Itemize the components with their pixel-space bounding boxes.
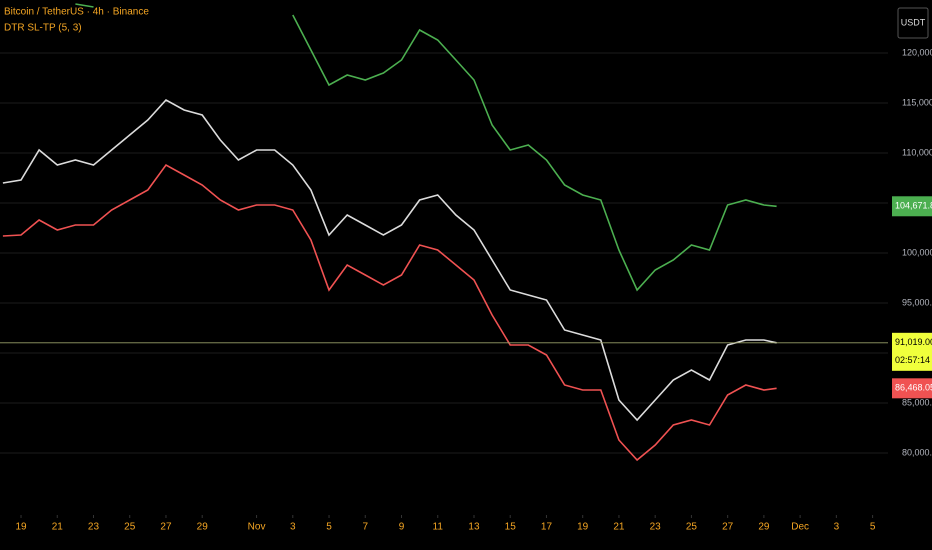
- x-tick-label: 29: [197, 522, 209, 533]
- price-label-box: [892, 332, 932, 371]
- x-tick-label: 13: [468, 522, 480, 533]
- x-tick-label: 11: [433, 522, 444, 533]
- chart-title: Bitcoin / TetherUS · 4h · Binance: [4, 7, 149, 18]
- y-tick-label: 80,000.00: [902, 447, 932, 457]
- x-tick-label: Nov: [248, 522, 266, 533]
- x-tick-label: 25: [124, 522, 136, 533]
- x-tick-label: 9: [399, 522, 405, 533]
- currency-label[interactable]: USDT: [901, 17, 926, 27]
- countdown: 02:57:14: [895, 355, 930, 365]
- x-tick-label: 17: [541, 522, 553, 533]
- price-label: 91,019.00: [895, 337, 932, 347]
- indicator-name: DTR SL-TP (5, 3): [4, 23, 82, 34]
- price-label-box: [892, 378, 932, 399]
- x-tick-label: 21: [613, 522, 625, 533]
- y-tick-label: 95,000.00: [902, 297, 932, 307]
- x-tick-label: 19: [15, 522, 27, 533]
- x-tick-label: 19: [577, 522, 589, 533]
- series-line: [292, 14, 777, 292]
- x-tick-label: 29: [758, 522, 770, 533]
- x-tick-label: 23: [650, 522, 662, 533]
- y-tick-label: 115,000.00: [902, 97, 932, 107]
- x-tick-label: 5: [326, 522, 332, 533]
- x-tick-label: 25: [686, 522, 698, 533]
- price-label: 104,671.85: [895, 201, 932, 211]
- series-line: [2, 163, 777, 462]
- x-tick-label: 23: [88, 522, 100, 533]
- x-tick-label: 3: [290, 522, 296, 533]
- x-tick-label: Dec: [791, 522, 809, 533]
- x-tick-label: 3: [834, 522, 840, 533]
- x-tick-label: 27: [160, 522, 172, 533]
- price-label: 86,468.05: [895, 383, 932, 393]
- series-line: [75, 3, 94, 8]
- x-tick-label: 27: [722, 522, 734, 533]
- y-tick-label: 120,000.00: [902, 47, 932, 57]
- x-tick-label: 7: [362, 522, 368, 533]
- currency-button[interactable]: [897, 7, 929, 39]
- x-tick-label: 15: [505, 522, 517, 533]
- series-line: [2, 98, 777, 422]
- y-tick-label: 110,000.00: [902, 147, 932, 157]
- y-tick-label: 100,000.00: [902, 247, 932, 257]
- y-tick-label: 85,000.00: [902, 397, 932, 407]
- x-tick-label: 5: [870, 522, 876, 533]
- price-label-box: [892, 196, 932, 217]
- x-tick-label: 21: [52, 522, 64, 533]
